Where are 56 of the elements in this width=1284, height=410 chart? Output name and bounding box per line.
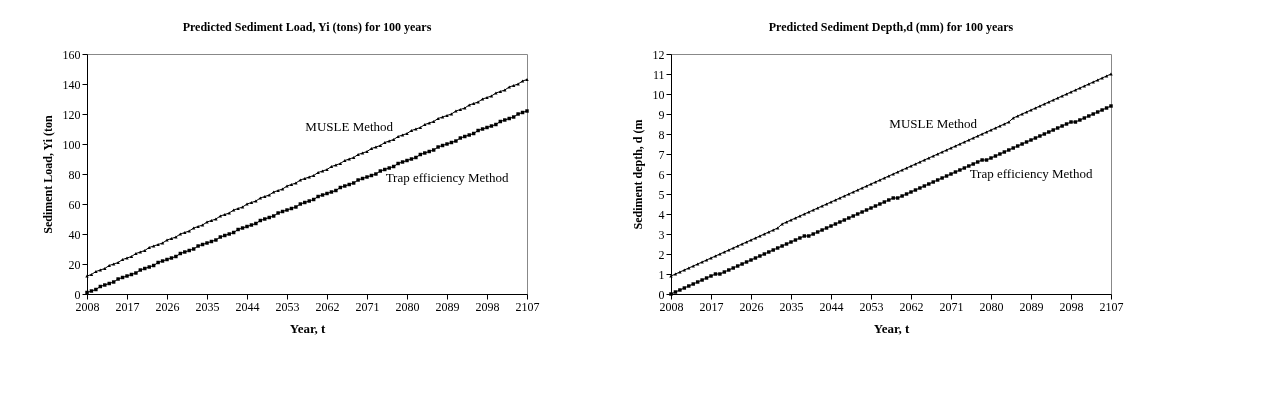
x-tick-label: 2035 [779, 299, 804, 314]
x-tick-label: 2089 [435, 299, 460, 314]
x-axis-title: Year, t [873, 320, 910, 336]
y-axis-title: Sediment Load, Yi (ton [40, 114, 55, 234]
y-tick-label: 6 [658, 167, 665, 182]
x-tick-label: 2107 [515, 299, 540, 314]
y-tick-label: 0 [658, 287, 665, 302]
x-tick-label: 2035 [195, 299, 220, 314]
x-tick-label: 2044 [819, 299, 844, 314]
series-label: MUSLE Method [889, 116, 978, 131]
x-tick-label: 2053 [275, 299, 300, 314]
y-tick-label: 1 [658, 267, 665, 282]
x-tick-label: 2080 [395, 299, 420, 314]
y-tick-label: 20 [68, 257, 81, 272]
series-label: Trap efficiency Method [385, 170, 509, 185]
x-tick-label: 2026 [155, 299, 180, 314]
y-tick-label: 60 [68, 197, 81, 212]
chart-title: Predicted Sediment Load, Yi (tons) for 100 years [182, 20, 432, 34]
x-tick-label: 2062 [899, 299, 924, 314]
y-tick-label: 40 [68, 227, 81, 242]
x-tick-label: 2089 [1019, 299, 1044, 314]
series-label: MUSLE Method [305, 119, 394, 134]
y-tick-label: 140 [62, 77, 81, 92]
x-tick-label: 2008 [75, 299, 100, 314]
x-tick-label: 2071 [939, 299, 964, 314]
y-tick-label: 2 [658, 247, 665, 262]
y-tick-label: 120 [62, 107, 81, 122]
x-tick-label: 2080 [979, 299, 1004, 314]
y-tick-label: 8 [658, 127, 665, 142]
y-tick-label: 5 [658, 187, 665, 202]
series-label: Trap efficiency Method [969, 166, 1093, 181]
x-tick-label: 2062 [315, 299, 340, 314]
y-tick-label: 7 [658, 147, 665, 162]
x-tick-label: 2017 [115, 299, 140, 314]
y-tick-label: 4 [658, 207, 665, 222]
x-tick-label: 2071 [355, 299, 380, 314]
x-tick-label: 2053 [859, 299, 884, 314]
x-tick-label: 2017 [699, 299, 724, 314]
y-tick-label: 10 [652, 87, 665, 102]
y-tick-label: 12 [652, 47, 665, 62]
y-tick-label: 11 [652, 67, 665, 82]
x-tick-label: 2044 [235, 299, 260, 314]
y-tick-label: 160 [62, 47, 81, 62]
x-tick-label: 2098 [475, 299, 500, 314]
chart-title: Predicted Sediment Depth,d (mm) for 100 years [768, 20, 1014, 34]
y-axis-title: Sediment depth, d (m [630, 119, 645, 230]
x-axis-title: Year, t [289, 320, 326, 336]
x-tick-label: 2008 [659, 299, 684, 314]
y-tick-label: 80 [68, 167, 81, 182]
y-tick-label: 100 [62, 137, 81, 152]
y-tick-label: 3 [658, 227, 665, 242]
x-tick-label: 2098 [1059, 299, 1084, 314]
x-tick-label: 2026 [739, 299, 764, 314]
x-tick-label: 2107 [1099, 299, 1124, 314]
y-tick-label: 0 [74, 287, 81, 302]
y-tick-label: 9 [658, 107, 665, 122]
